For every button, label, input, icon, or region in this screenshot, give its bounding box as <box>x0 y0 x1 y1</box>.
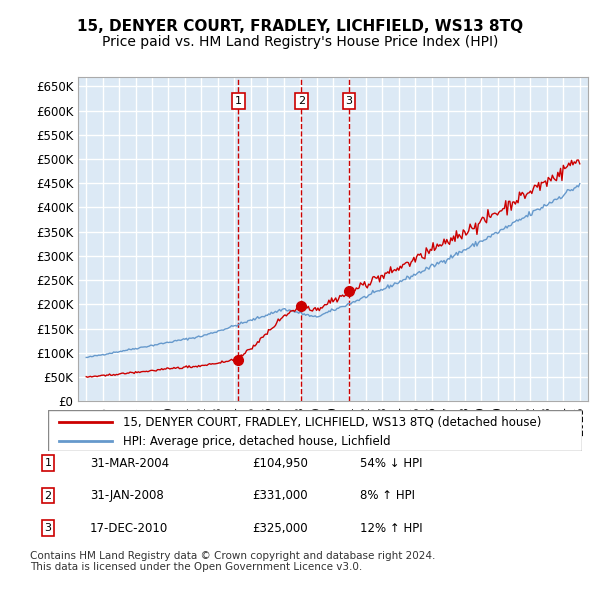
Text: 8% ↑ HPI: 8% ↑ HPI <box>360 489 415 502</box>
Text: Contains HM Land Registry data © Crown copyright and database right 2024.
This d: Contains HM Land Registry data © Crown c… <box>30 550 436 572</box>
Text: 15, DENYER COURT, FRADLEY, LICHFIELD, WS13 8TQ (detached house): 15, DENYER COURT, FRADLEY, LICHFIELD, WS… <box>123 415 541 428</box>
Text: 1: 1 <box>235 96 242 106</box>
Text: 1: 1 <box>44 458 52 468</box>
Text: 31-JAN-2008: 31-JAN-2008 <box>90 489 164 502</box>
Text: £104,950: £104,950 <box>252 457 308 470</box>
Text: HPI: Average price, detached house, Lichfield: HPI: Average price, detached house, Lich… <box>123 434 391 448</box>
Text: 3: 3 <box>345 96 352 106</box>
Text: 17-DEC-2010: 17-DEC-2010 <box>90 522 168 535</box>
Text: Price paid vs. HM Land Registry's House Price Index (HPI): Price paid vs. HM Land Registry's House … <box>102 35 498 50</box>
Text: 2: 2 <box>298 96 305 106</box>
Text: 12% ↑ HPI: 12% ↑ HPI <box>360 522 422 535</box>
Text: 3: 3 <box>44 523 52 533</box>
Text: 2: 2 <box>44 491 52 500</box>
FancyBboxPatch shape <box>48 410 582 451</box>
Text: 15, DENYER COURT, FRADLEY, LICHFIELD, WS13 8TQ: 15, DENYER COURT, FRADLEY, LICHFIELD, WS… <box>77 19 523 34</box>
Text: 31-MAR-2004: 31-MAR-2004 <box>90 457 169 470</box>
Text: £331,000: £331,000 <box>252 489 308 502</box>
Text: 54% ↓ HPI: 54% ↓ HPI <box>360 457 422 470</box>
Text: £325,000: £325,000 <box>252 522 308 535</box>
